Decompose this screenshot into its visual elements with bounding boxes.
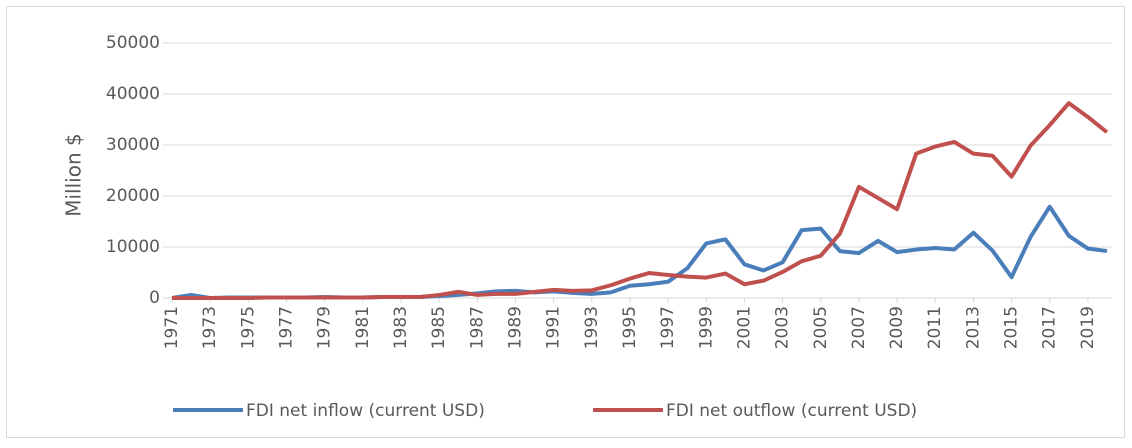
x-tick-label: 2013 xyxy=(963,306,983,349)
x-tick-label: 1991 xyxy=(544,306,564,349)
x-tick-label: 2011 xyxy=(925,306,945,349)
x-tick-label: 2005 xyxy=(811,306,831,349)
x-tick-label: 1975 xyxy=(238,306,258,349)
x-tick-label: 2019 xyxy=(1078,306,1098,349)
y-tick-label: 50000 xyxy=(106,33,160,53)
x-tick-label: 2015 xyxy=(1002,306,1022,349)
x-tick-label: 1995 xyxy=(620,306,640,349)
y-tick-label: 30000 xyxy=(106,135,160,155)
y-tick-label: 40000 xyxy=(106,84,160,104)
y-tick-label: 0 xyxy=(149,288,160,308)
x-tick-label: 1971 xyxy=(162,306,182,349)
y-axis-label: Million $ xyxy=(62,133,86,216)
x-tick-label: 1981 xyxy=(353,306,373,349)
x-tick-label: 2007 xyxy=(849,306,869,349)
legend-label: FDI net outflow (current USD) xyxy=(666,401,917,421)
chart-frame xyxy=(6,6,1125,438)
x-tick-label: 1989 xyxy=(505,306,525,349)
x-tick-label: 1999 xyxy=(696,306,716,349)
series-line xyxy=(172,101,1109,300)
x-tick-label: 2003 xyxy=(773,306,793,349)
x-tick-label: 1997 xyxy=(658,306,678,349)
x-tick-label: 1983 xyxy=(391,306,411,349)
x-tick-label: 2017 xyxy=(1040,306,1060,349)
x-tick-label: 1977 xyxy=(277,306,297,349)
y-tick-label: 20000 xyxy=(106,186,160,206)
legend-label: FDI net inflow (current USD) xyxy=(246,401,485,421)
x-tick-label: 2001 xyxy=(734,306,754,349)
x-tick-label: 1987 xyxy=(467,306,487,349)
x-tick-label: 1985 xyxy=(429,306,449,349)
x-tick-label: 1979 xyxy=(315,306,335,349)
x-tick-label: 1993 xyxy=(582,306,602,349)
y-tick-label: 10000 xyxy=(106,237,160,257)
x-tick-label: 1973 xyxy=(200,306,220,349)
x-tick-label: 2009 xyxy=(887,306,907,349)
